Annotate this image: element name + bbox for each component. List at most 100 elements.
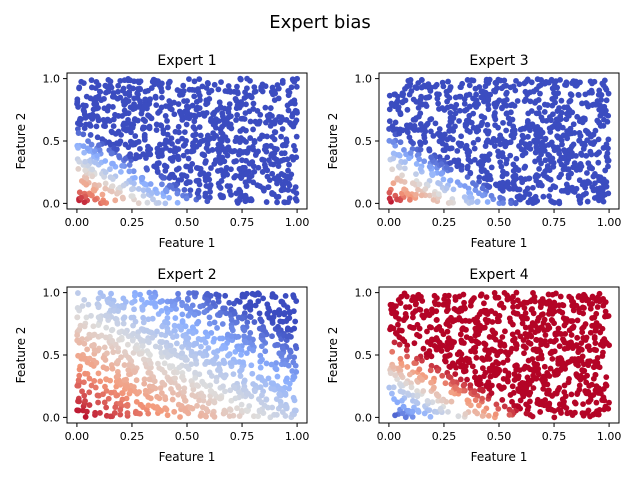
x-tick-label: 0.50 bbox=[175, 430, 200, 443]
scatter-point bbox=[526, 140, 533, 147]
scatter-point bbox=[444, 154, 451, 161]
scatter-point bbox=[158, 150, 165, 157]
scatter-point bbox=[530, 184, 536, 191]
scatter-point bbox=[475, 127, 482, 134]
scatter-point bbox=[493, 359, 500, 365]
scatter-point bbox=[587, 329, 594, 336]
scatter-point bbox=[143, 181, 150, 188]
scatter-point bbox=[185, 312, 192, 319]
scatter-point bbox=[422, 186, 429, 192]
scatter-point bbox=[468, 119, 475, 126]
scatter-point bbox=[120, 304, 127, 311]
scatter-point bbox=[559, 124, 566, 131]
scatter-point bbox=[218, 129, 224, 136]
scatter-point bbox=[585, 160, 592, 167]
scatter-point bbox=[581, 361, 587, 368]
scatter-point bbox=[431, 384, 437, 391]
scatter-point bbox=[406, 91, 413, 98]
scatter-point bbox=[539, 129, 546, 136]
scatter-point bbox=[162, 113, 169, 119]
scatter-point bbox=[141, 376, 148, 383]
scatter-point bbox=[232, 395, 239, 402]
scatter-point bbox=[461, 357, 467, 364]
scatter-point bbox=[100, 116, 107, 123]
scatter-point bbox=[500, 200, 506, 206]
scatter-point bbox=[233, 334, 240, 340]
scatter-point bbox=[109, 150, 115, 157]
scatter-point bbox=[535, 366, 542, 372]
y-tick-label: 0.5 bbox=[43, 349, 61, 362]
scatter-point bbox=[202, 339, 209, 346]
scatter-point bbox=[498, 85, 505, 92]
scatter-point bbox=[217, 395, 223, 402]
scatter-point bbox=[117, 77, 124, 84]
scatter-point bbox=[191, 354, 198, 360]
scatter-point bbox=[215, 158, 222, 164]
scatter-point bbox=[573, 302, 580, 309]
scatter-point bbox=[79, 388, 85, 395]
x-tick-label: 0.75 bbox=[542, 430, 567, 443]
scatter-point bbox=[195, 89, 202, 96]
scatter-point bbox=[513, 77, 519, 84]
scatter-point bbox=[251, 137, 258, 144]
scatter-point bbox=[434, 295, 440, 301]
scatter-point bbox=[535, 182, 542, 188]
scatter-point bbox=[499, 179, 506, 186]
scatter-point bbox=[269, 333, 275, 340]
scatter-point bbox=[515, 386, 522, 392]
x-tick-label: 0.75 bbox=[542, 216, 567, 229]
scatter-point bbox=[575, 91, 582, 98]
scatter-point bbox=[389, 390, 395, 397]
scatter-point bbox=[189, 142, 196, 149]
scatter-point bbox=[271, 145, 278, 152]
scatter-point bbox=[473, 354, 480, 361]
scatter-point bbox=[207, 293, 214, 299]
scatter-point bbox=[209, 357, 216, 364]
scatter-point bbox=[465, 185, 472, 192]
scatter-point bbox=[172, 128, 179, 135]
scatter-point bbox=[231, 300, 237, 307]
scatter-point bbox=[417, 96, 424, 103]
scatter-point bbox=[121, 377, 128, 383]
scatter-point bbox=[402, 159, 408, 165]
scatter-point bbox=[173, 340, 180, 347]
x-tick-label: 0.00 bbox=[65, 216, 90, 229]
scatter-point bbox=[94, 113, 101, 120]
scatter-point bbox=[495, 153, 502, 160]
scatter-point bbox=[258, 318, 265, 325]
scatter-point bbox=[497, 77, 504, 84]
scatter-point bbox=[566, 98, 573, 105]
scatter-point bbox=[501, 289, 508, 296]
scatter-point bbox=[131, 180, 137, 187]
scatter-point bbox=[568, 332, 575, 338]
scatter-point bbox=[75, 165, 82, 172]
scatter-point bbox=[474, 339, 481, 346]
scatter-point bbox=[128, 186, 135, 193]
scatter-point bbox=[568, 391, 575, 398]
scatter-point bbox=[502, 143, 509, 150]
scatter-point bbox=[431, 191, 438, 198]
scatter-point bbox=[549, 355, 556, 362]
x-tick-label: 1.00 bbox=[285, 430, 310, 443]
scatter-point bbox=[590, 187, 597, 194]
scatter-point bbox=[213, 291, 220, 298]
scatter-point bbox=[93, 123, 100, 130]
scatter-point bbox=[289, 98, 295, 105]
scatter-point bbox=[574, 391, 581, 397]
scatter-point bbox=[247, 160, 253, 167]
scatter-point bbox=[204, 198, 211, 205]
scatter-point bbox=[503, 110, 510, 117]
scatter-point bbox=[236, 139, 243, 145]
scatter-point bbox=[74, 305, 81, 311]
scatter-point bbox=[236, 299, 243, 305]
scatter-point bbox=[233, 117, 239, 123]
scatter-point bbox=[501, 100, 507, 106]
scatter-point bbox=[597, 297, 603, 304]
scatter-point bbox=[410, 314, 416, 321]
scatter-point bbox=[580, 296, 587, 302]
scatter-point bbox=[573, 167, 580, 173]
scatter-point bbox=[239, 315, 246, 322]
scatter-point bbox=[534, 337, 540, 343]
scatter-point bbox=[579, 329, 586, 336]
